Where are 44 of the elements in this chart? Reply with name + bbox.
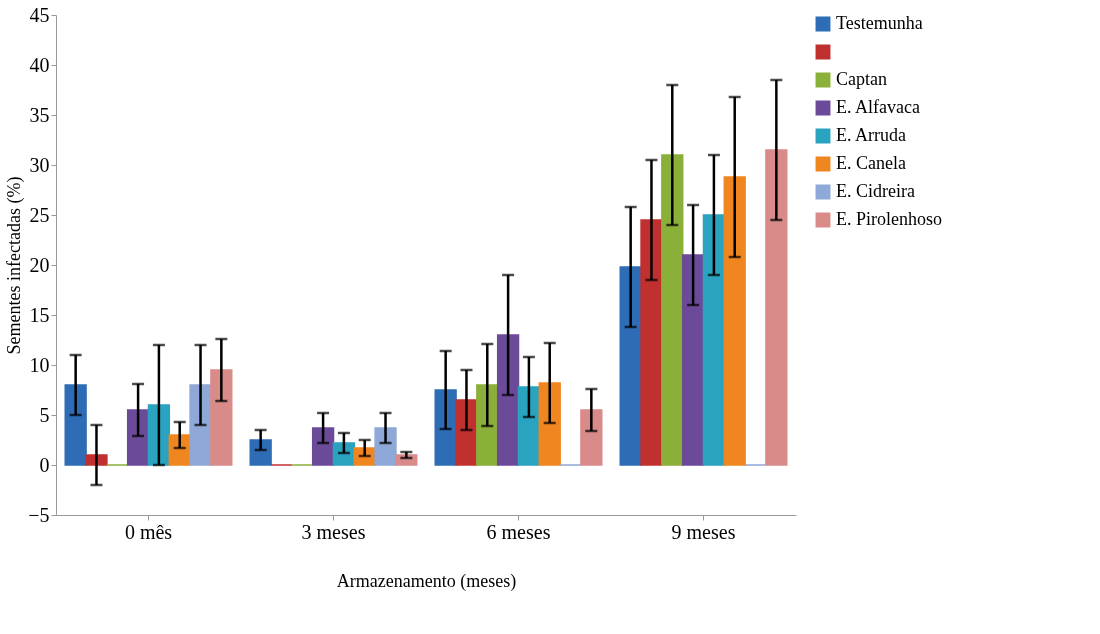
x-tick-label: 0 mês: [124, 520, 173, 543]
legend-label: E. Alfavaca: [836, 97, 920, 117]
y-tick-label: 20: [29, 253, 50, 276]
bar: [189, 384, 212, 466]
bar: [580, 409, 603, 466]
bar: [702, 214, 726, 466]
y-axis-title: Sementes infectadas (%): [4, 176, 26, 355]
bar: [126, 409, 150, 466]
bar: [517, 386, 541, 466]
bar: [455, 399, 478, 466]
bar: [496, 334, 520, 466]
bar: [64, 384, 87, 466]
y-tick-label: 35: [29, 103, 50, 126]
x-axis-title: Armazenamento (meses): [336, 570, 517, 592]
legend-label: Testemunha: [836, 13, 923, 33]
y-tick-label: 10: [29, 353, 50, 376]
bar: [538, 382, 561, 466]
bar: [765, 149, 788, 466]
bar: [374, 427, 397, 466]
legend-label: E. Arruda: [836, 125, 906, 145]
x-tick-label: 9 meses: [671, 520, 736, 543]
x-tick-label: 6 meses: [486, 520, 551, 543]
bar: [640, 219, 663, 466]
bar: [681, 254, 705, 466]
x-tick-label: 3 meses: [301, 520, 366, 543]
legend-label: Captan: [836, 69, 887, 89]
bar: [476, 384, 499, 466]
legend-label: E. Cidreira: [836, 181, 915, 201]
y-tick-label: 30: [29, 153, 50, 176]
legend-label: E. Canela: [836, 153, 906, 173]
y-tick-label: 15: [29, 303, 50, 326]
bar: [661, 154, 684, 466]
y-tick-label: 45: [29, 3, 50, 26]
y-tick-label: 25: [29, 203, 50, 226]
legend-label: E. Pirolenhoso: [836, 209, 942, 229]
bar: [723, 176, 746, 466]
y-tick-label: 5: [39, 403, 50, 426]
y-tick-label: 0: [39, 453, 50, 476]
bar: [210, 369, 233, 466]
bar: [249, 439, 272, 466]
y-tick-label: 40: [29, 53, 50, 76]
y-tick-label: −5: [28, 503, 50, 526]
bar: [332, 442, 356, 466]
bar: [311, 427, 335, 466]
